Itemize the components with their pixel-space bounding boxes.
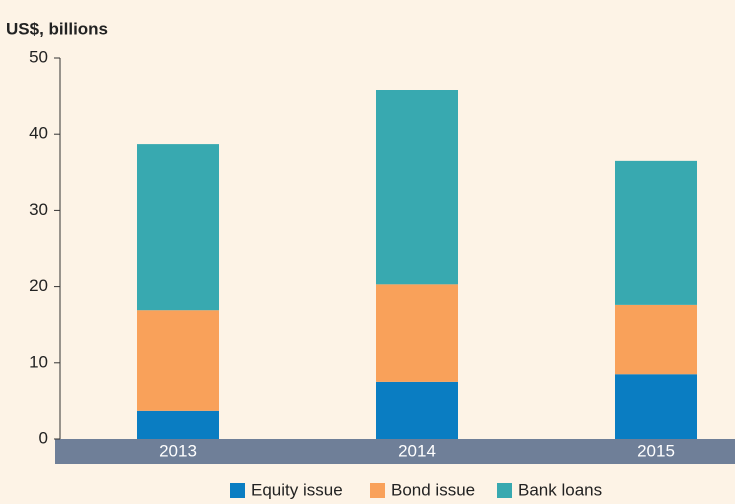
bar-segment xyxy=(137,310,219,411)
bar-segment xyxy=(615,374,697,439)
y-tick-label: 40 xyxy=(29,124,48,143)
y-tick-label: 30 xyxy=(29,200,48,219)
legend-swatch xyxy=(497,483,512,498)
bar-segment xyxy=(376,381,458,439)
y-tick-label: 20 xyxy=(29,276,48,295)
bar-segment xyxy=(137,410,219,439)
bar-segment xyxy=(137,144,219,311)
x-tick-label: 2015 xyxy=(637,441,675,460)
legend-label: Bond issue xyxy=(391,480,475,499)
legend-label: Bank loans xyxy=(518,480,602,499)
y-tick-label: 10 xyxy=(29,352,48,371)
legend-label: Equity issue xyxy=(251,480,343,499)
y-tick-label: 0 xyxy=(39,428,48,447)
x-tick-label: 2014 xyxy=(398,441,436,460)
bar-segment xyxy=(376,284,458,382)
x-tick-label: 2013 xyxy=(159,441,197,460)
bar-segment xyxy=(376,90,458,285)
x-axis-band xyxy=(55,439,735,464)
legend-swatch xyxy=(230,483,245,498)
bar-segment xyxy=(615,160,697,305)
y-tick-label: 50 xyxy=(29,47,48,66)
bar-segment xyxy=(615,304,697,375)
legend-swatch xyxy=(370,483,385,498)
axis-label: US$, billions xyxy=(6,19,108,38)
